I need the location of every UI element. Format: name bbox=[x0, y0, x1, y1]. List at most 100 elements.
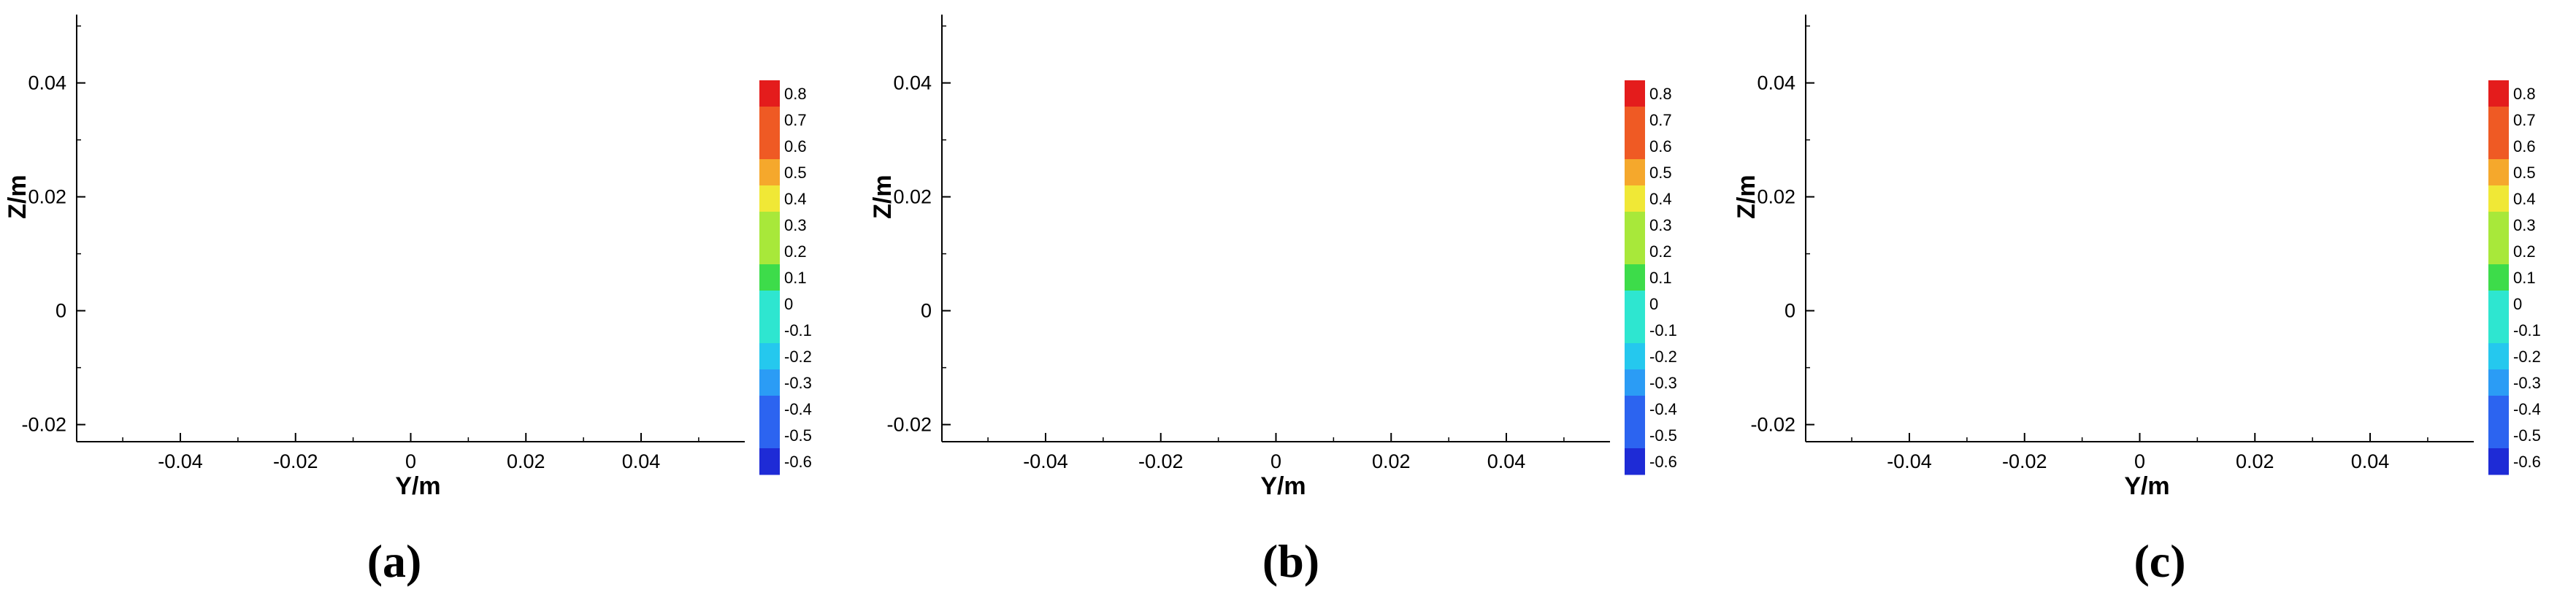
colorbar-swatch bbox=[2488, 107, 2509, 134]
field-feature bbox=[62, 89, 114, 213]
colorbar-swatch bbox=[1625, 264, 1645, 291]
colorbar-tick-label: 0.2 bbox=[784, 242, 807, 261]
x-tick-label: -0.02 bbox=[1138, 450, 1184, 472]
colorbar-tick-label: -0.1 bbox=[784, 321, 812, 339]
colorbar-swatch bbox=[2488, 212, 2509, 239]
field-feature bbox=[1571, 88, 1614, 192]
y-tick-label: 0.02 bbox=[28, 186, 66, 208]
y-tick-label: 0.04 bbox=[893, 72, 932, 94]
colorbar-tick-label: 0.5 bbox=[784, 164, 807, 182]
colorbar-swatch bbox=[1625, 133, 1645, 160]
velocity-field bbox=[62, 15, 759, 442]
panel-2: -0.04 -0.02 0 0.02 0.04 -0.02 0 0.02 0.04 Y/m Z/m 0… bbox=[869, 15, 1677, 587]
colorbar-swatch bbox=[2488, 264, 2509, 291]
colorbar-swatch bbox=[1625, 159, 1645, 186]
colorbar-swatch bbox=[1625, 422, 1645, 449]
colorbar-tick-label: 0.5 bbox=[1649, 164, 1672, 182]
field-feature bbox=[2435, 88, 2478, 192]
colorbar-tick-label: -0.5 bbox=[1649, 426, 1677, 445]
colorbar-swatch bbox=[1625, 369, 1645, 396]
field-feature bbox=[708, 89, 759, 213]
panel-label: (b) bbox=[1262, 535, 1319, 587]
colorbar-swatch bbox=[2488, 317, 2509, 344]
colorbar-swatch bbox=[759, 159, 780, 186]
colorbar-swatch bbox=[759, 422, 780, 449]
colorbar-swatch bbox=[759, 107, 780, 134]
colorbar-tick-label: -0.4 bbox=[2513, 400, 2541, 418]
x-tick-label: 0 bbox=[405, 450, 416, 472]
panel-label: (c) bbox=[2134, 535, 2185, 587]
colorbar: 0.8 0.7 0.6 0.5 0.4 0.3 0.2 0.1 0 -0.1 -0.2 -0.3 -0.… bbox=[759, 80, 812, 475]
x-tick-label: 0.04 bbox=[2351, 450, 2390, 472]
colorbar-tick-label: 0.3 bbox=[1649, 216, 1672, 234]
colorbar-tick-label: 0.3 bbox=[784, 216, 807, 234]
velocity-field bbox=[1795, 15, 2478, 442]
colorbar-tick-label: -0.1 bbox=[1649, 321, 1677, 339]
colorbar-swatch bbox=[759, 343, 780, 370]
panel-label: (a) bbox=[367, 535, 422, 587]
y-tick-label: 0 bbox=[55, 300, 66, 322]
x-tick-label: 0 bbox=[1270, 450, 1281, 472]
velocity-field bbox=[932, 15, 1614, 442]
colorbar-tick-label: 0 bbox=[1649, 295, 1658, 313]
y-tick-label: 0.04 bbox=[28, 72, 66, 94]
colorbar-tick-label: -0.4 bbox=[1649, 400, 1677, 418]
y-tick-label: -0.02 bbox=[21, 414, 66, 436]
field-feature bbox=[598, 375, 616, 417]
field-feature bbox=[1930, 381, 1947, 423]
colorbar-swatch bbox=[759, 291, 780, 318]
colorbar-swatch bbox=[2488, 159, 2509, 186]
y-axis-title: Z/m bbox=[4, 174, 31, 218]
field-feature bbox=[1066, 191, 1118, 315]
colorbar-swatch bbox=[759, 448, 780, 475]
colorbar-tick-label: 0.2 bbox=[1649, 242, 1672, 261]
field-feature bbox=[1089, 55, 1141, 179]
colorbar-tick-label: -0.1 bbox=[2513, 321, 2541, 339]
colorbar-tick-label: 0.4 bbox=[1649, 190, 1672, 208]
colorbar-tick-label: 0.3 bbox=[2513, 216, 2536, 234]
field-feature bbox=[1370, 145, 1413, 249]
field-feature bbox=[2288, 154, 2314, 216]
colorbar-swatch bbox=[2488, 133, 2509, 160]
field-feature bbox=[932, 88, 975, 192]
y-tick-label: 0.04 bbox=[1757, 72, 1795, 94]
colorbar-tick-label: 0.6 bbox=[2513, 137, 2536, 156]
colorbar-tick-label: -0.6 bbox=[2513, 453, 2541, 471]
colorbar-tick-label: 0.6 bbox=[784, 137, 807, 156]
y-axis-title: Z/m bbox=[1733, 174, 1760, 218]
colorbar-swatch bbox=[1625, 238, 1645, 265]
x-tick-label: 0.04 bbox=[622, 450, 661, 472]
colorbar-tick-label: -0.5 bbox=[2513, 426, 2541, 445]
field-feature bbox=[2234, 134, 2277, 237]
y-tick-label: -0.02 bbox=[1750, 414, 1795, 436]
colorbar-swatch bbox=[1625, 107, 1645, 134]
colorbar-swatch bbox=[759, 396, 780, 423]
colorbar-tick-label: -0.6 bbox=[1649, 453, 1677, 471]
colorbar-swatch bbox=[759, 369, 780, 396]
colorbar-swatch bbox=[1625, 291, 1645, 318]
x-axis-title: Y/m bbox=[395, 472, 440, 500]
colorbar-tick-label: 0.7 bbox=[1649, 111, 1672, 129]
x-axis-title: Y/m bbox=[1260, 472, 1306, 500]
field-feature bbox=[1883, 44, 1935, 168]
x-tick-label: 0.02 bbox=[1372, 450, 1411, 472]
field-feature bbox=[1964, 55, 2016, 179]
colorbar-tick-label: 0.1 bbox=[2513, 269, 2536, 287]
colorbar-tick-label: 0.1 bbox=[784, 269, 807, 287]
x-tick-label: -0.04 bbox=[1887, 450, 1932, 472]
colorbar-tick-label: 0 bbox=[784, 295, 793, 313]
colorbar: 0.8 0.7 0.6 0.5 0.4 0.3 0.2 0.1 0 -0.1 -0.2 -0.3 -0.… bbox=[2488, 80, 2541, 475]
colorbar-swatch bbox=[759, 264, 780, 291]
colorbar-tick-label: 0.1 bbox=[1649, 269, 1672, 287]
colorbar-swatch bbox=[759, 238, 780, 265]
colorbar-swatch bbox=[2488, 422, 2509, 449]
field-feature bbox=[520, 212, 554, 296]
panel-1: -0.04 -0.02 0 0.02 0.04 -0.02 0 0.02 0.04 Y/m Z/m 0… bbox=[4, 15, 812, 587]
x-tick-label: 0.02 bbox=[2236, 450, 2274, 472]
colorbar-tick-label: 0.4 bbox=[784, 190, 807, 208]
colorbar-tick-label: -0.2 bbox=[784, 348, 812, 366]
colorbar-tick-label: -0.6 bbox=[784, 453, 812, 471]
field-feature bbox=[206, 375, 223, 417]
x-tick-label: -0.02 bbox=[2002, 450, 2047, 472]
